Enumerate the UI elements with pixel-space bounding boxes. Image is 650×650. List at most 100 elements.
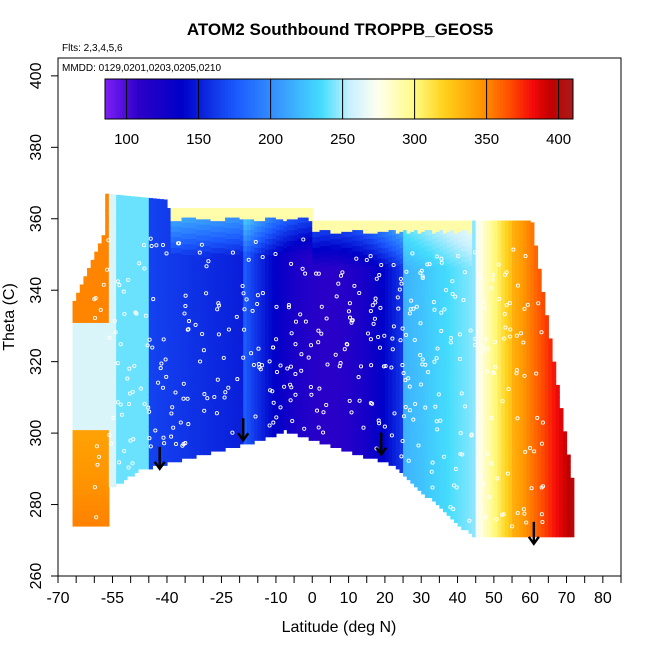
heatmap-cell <box>203 320 208 327</box>
heatmap-cell <box>123 409 128 416</box>
heatmap-cell <box>174 252 179 259</box>
heatmap-cell <box>319 250 324 257</box>
heatmap-cell <box>196 363 201 370</box>
heatmap-cell <box>130 331 135 338</box>
heatmap-cell <box>304 324 310 331</box>
heatmap-cell <box>145 388 150 395</box>
heatmap-cell <box>235 233 241 240</box>
heatmap-cell <box>239 417 244 423</box>
heatmap-cell <box>257 284 262 291</box>
heatmap-cell <box>116 274 121 281</box>
heatmap-cell <box>410 440 415 447</box>
heatmap-cell <box>254 392 259 398</box>
heatmap-cell <box>352 229 357 236</box>
heatmap-cell <box>94 338 99 345</box>
heatmap-cell <box>87 520 92 527</box>
heatmap-cell <box>101 365 106 372</box>
heatmap-cell <box>112 309 117 316</box>
heatmap-cell <box>196 234 201 241</box>
heatmap-cell <box>254 258 259 265</box>
heatmap-cell <box>196 368 201 375</box>
heatmap-cell <box>359 443 364 450</box>
heatmap-cell <box>323 261 328 268</box>
heatmap-cell <box>72 418 77 425</box>
heatmap-cell <box>286 320 292 327</box>
heatmap-cell <box>206 352 212 359</box>
heatmap-cell <box>232 415 237 422</box>
heatmap-cell <box>301 431 306 438</box>
heatmap-cell <box>286 309 292 316</box>
heatmap-cell <box>101 434 106 441</box>
heatmap-cell <box>174 279 179 286</box>
heatmap-cell <box>341 263 346 270</box>
heatmap-cell <box>268 367 273 373</box>
heatmap-cell <box>275 293 281 300</box>
heatmap-cell <box>355 406 361 413</box>
heatmap-cell <box>297 216 302 223</box>
heatmap-cell <box>119 290 124 297</box>
heatmap-cell <box>275 325 281 332</box>
heatmap-cell <box>363 361 368 368</box>
heatmap-cell <box>177 300 183 307</box>
heatmap-cell <box>265 329 270 336</box>
heatmap-cell <box>177 450 183 457</box>
heatmap-cell <box>225 259 230 266</box>
heatmap-cell <box>446 279 451 286</box>
heatmap-cell <box>337 313 342 320</box>
heatmap-cell <box>268 281 273 288</box>
heatmap-cell <box>163 427 168 434</box>
heatmap-cell <box>453 420 459 427</box>
heatmap-cell <box>112 422 117 429</box>
heatmap-cell <box>443 356 448 363</box>
heatmap-cell <box>428 288 433 295</box>
heatmap-cell <box>181 238 186 245</box>
heatmap-cell <box>304 329 310 336</box>
heatmap-cell <box>76 483 81 490</box>
heatmap-cell <box>90 311 95 318</box>
heatmap-cell <box>72 300 77 307</box>
heatmap-cell <box>119 354 124 361</box>
heatmap-cell <box>243 315 248 322</box>
heatmap-cell <box>279 331 284 338</box>
heatmap-cell <box>94 488 99 495</box>
heatmap-cell <box>435 413 440 420</box>
heatmap-cell <box>384 450 390 457</box>
heatmap-cell <box>272 383 277 390</box>
heatmap-cell <box>156 250 161 257</box>
heatmap-cell <box>170 408 175 415</box>
heatmap-cell <box>101 520 106 527</box>
heatmap-cell <box>145 291 150 298</box>
heatmap-cell <box>152 218 157 225</box>
heatmap-cell <box>163 277 168 284</box>
heatmap-cell <box>359 240 364 247</box>
heatmap-cell <box>225 308 230 315</box>
heatmap-cell <box>203 438 208 445</box>
heatmap-cell <box>388 395 393 402</box>
heatmap-cell <box>446 472 451 479</box>
heatmap-cell <box>341 402 346 409</box>
heatmap-cell <box>323 320 328 327</box>
heatmap-cell <box>246 406 252 413</box>
heatmap-cell <box>152 358 157 365</box>
heatmap-cell <box>203 358 208 365</box>
heatmap-cell <box>450 433 455 440</box>
heatmap-cell <box>334 442 339 448</box>
heatmap-cell <box>381 311 386 318</box>
heatmap-cell <box>344 231 350 238</box>
heatmap-cell <box>432 436 437 443</box>
heatmap-cell <box>453 436 459 443</box>
heatmap-cell <box>83 322 88 329</box>
heatmap-cell <box>76 333 81 340</box>
heatmap-cell <box>337 227 342 234</box>
heatmap-cell <box>410 408 415 415</box>
heatmap-cell <box>177 413 183 420</box>
heatmap-cell <box>217 397 223 404</box>
heatmap-cell <box>145 308 150 315</box>
heatmap-cell <box>275 363 281 370</box>
heatmap-cell <box>87 456 92 463</box>
heatmap-cell <box>246 390 252 397</box>
heatmap-cell <box>403 277 408 284</box>
heatmap-cell <box>181 318 186 325</box>
heatmap-cell <box>210 311 215 318</box>
heatmap-cell <box>119 338 124 345</box>
